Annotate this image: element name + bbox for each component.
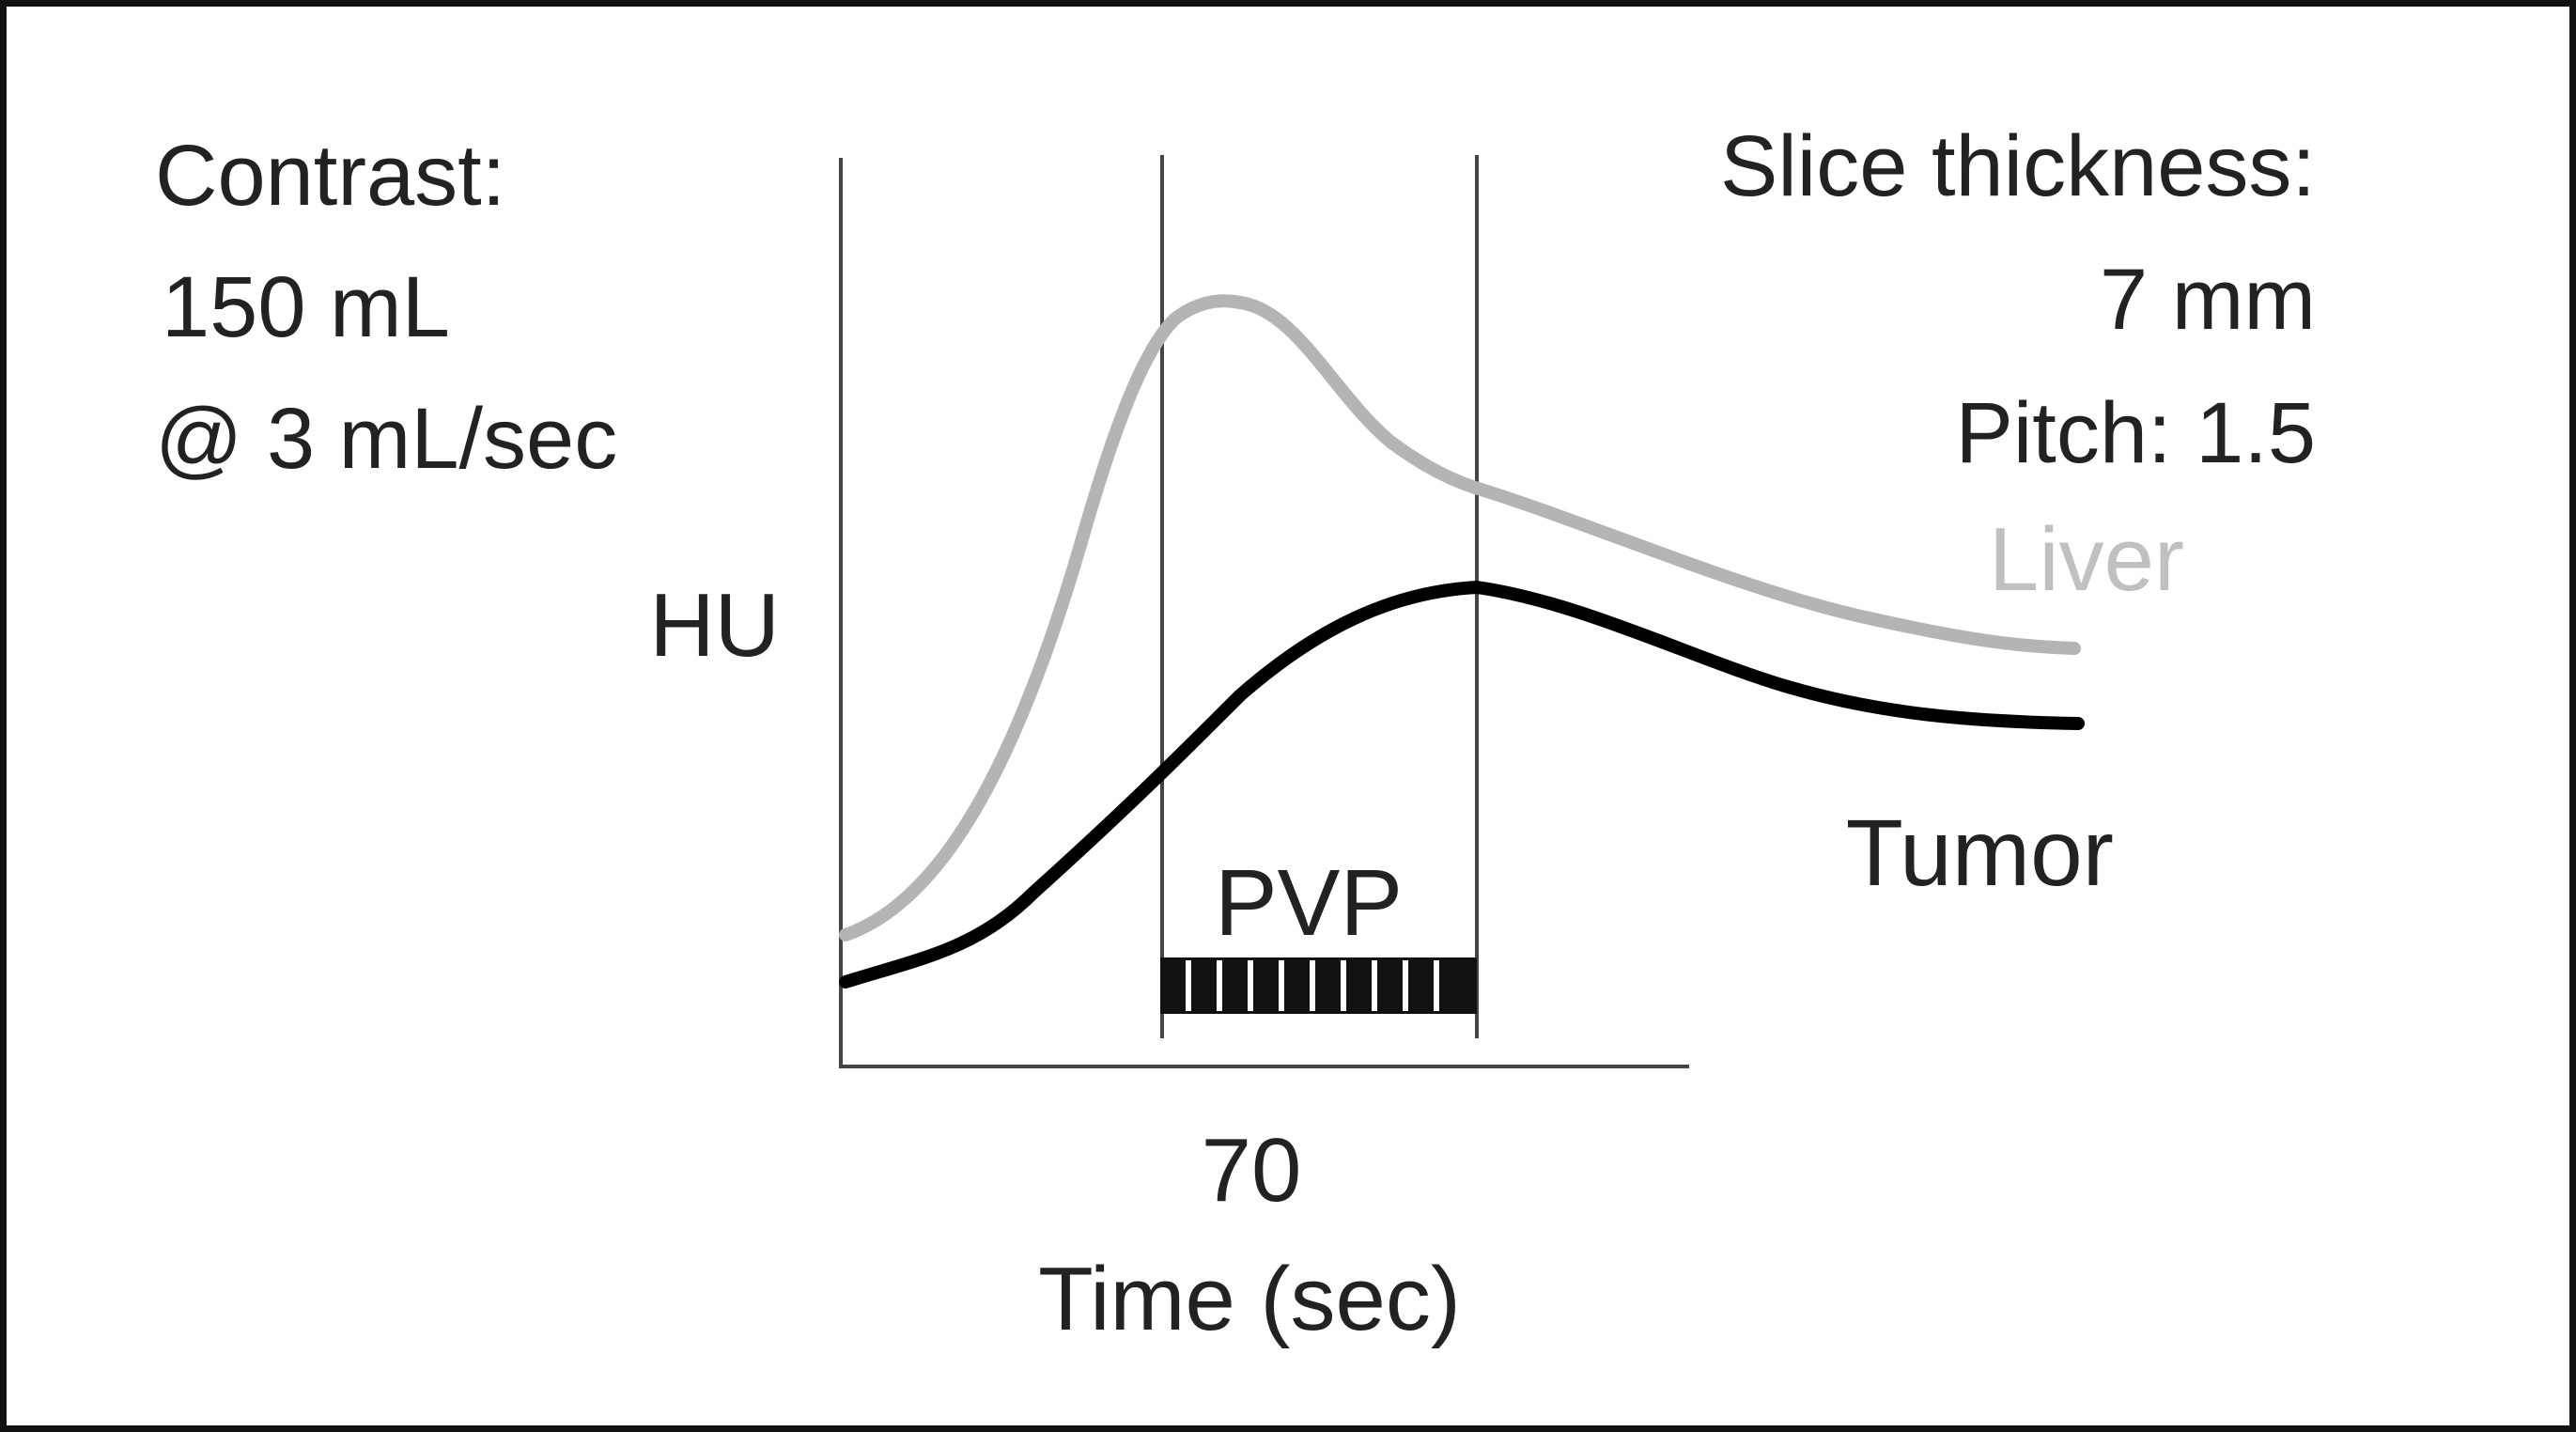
contrast-title: Contrast: [155,128,505,224]
slice-thickness-title: Slice thickness: [1720,118,2316,214]
y-axis-label: HU [649,575,780,676]
slice-thickness-value: 7 mm [2100,252,2316,348]
tumor-curve [839,580,2085,988]
pvp-acquisition-bar [1160,957,1477,1014]
tumor-label: Tumor [1846,801,2114,906]
contrast-volume: 150 mL [162,259,450,355]
pitch-value: Pitch: 1.5 [1955,385,2316,481]
liver-label: Liver [1989,509,2184,610]
liver-curve [839,294,2081,942]
pvp-label: PVP [1215,850,1403,956]
x-axis-label: Time (sec) [1038,1249,1461,1349]
x-axis-tick-label: 70 [1202,1120,1302,1221]
contrast-rate: @ 3 mL/sec [155,391,617,487]
